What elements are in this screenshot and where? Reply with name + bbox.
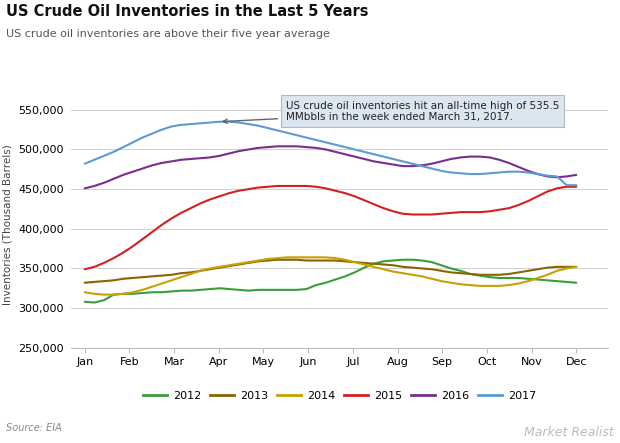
2012	[418, 258, 426, 263]
2016	[544, 174, 551, 179]
2015	[389, 209, 397, 214]
2012	[264, 287, 272, 292]
2017	[120, 144, 127, 150]
Line: 2014: 2014	[85, 257, 577, 295]
2012	[322, 280, 329, 285]
2012	[351, 270, 358, 275]
2016	[322, 147, 329, 152]
2017	[573, 183, 580, 188]
2017	[389, 156, 397, 162]
2015	[81, 267, 89, 272]
2016	[409, 163, 416, 169]
Line: 2013: 2013	[85, 260, 577, 283]
2015	[573, 184, 580, 190]
Text: US crude oil inventories are above their five year average: US crude oil inventories are above their…	[6, 29, 330, 39]
2017	[409, 161, 416, 167]
2014	[573, 264, 580, 269]
2013	[254, 259, 262, 264]
Y-axis label: Inventories (Thousand Barrels): Inventories (Thousand Barrels)	[2, 144, 12, 305]
Line: 2015: 2015	[85, 186, 577, 269]
2016	[81, 186, 89, 191]
2016	[389, 162, 397, 167]
2015	[254, 185, 262, 190]
2012	[129, 291, 136, 296]
2012	[399, 257, 407, 262]
2017	[322, 140, 329, 145]
2012	[389, 258, 397, 263]
2014	[100, 292, 108, 297]
2013	[409, 265, 416, 270]
2013	[573, 264, 580, 269]
2013	[544, 265, 551, 270]
2017	[264, 125, 272, 131]
2014	[332, 256, 339, 261]
Text: Market Realist: Market Realist	[524, 426, 614, 439]
2016	[120, 172, 127, 178]
2012	[91, 300, 98, 305]
2013	[81, 280, 89, 285]
Line: 2012: 2012	[85, 260, 577, 303]
Line: 2016: 2016	[85, 146, 577, 188]
Text: US crude oil inventories hit an all-time high of 535.5
MMbbls in the week ended : US crude oil inventories hit an all-time…	[223, 101, 559, 123]
2014	[129, 290, 136, 295]
2014	[418, 274, 426, 279]
2012	[81, 299, 89, 304]
2015	[409, 212, 416, 217]
Legend: 2012, 2013, 2014, 2015, 2016, 2017: 2012, 2013, 2014, 2015, 2016, 2017	[138, 386, 541, 405]
2014	[399, 271, 407, 276]
2015	[544, 189, 551, 194]
2013	[389, 263, 397, 268]
2017	[563, 183, 570, 188]
2015	[120, 250, 127, 255]
2014	[264, 256, 272, 261]
Text: US Crude Oil Inventories in the Last 5 Years: US Crude Oil Inventories in the Last 5 Y…	[6, 4, 369, 19]
2015	[274, 183, 281, 189]
2017	[351, 147, 358, 152]
2016	[573, 172, 580, 178]
2016	[254, 145, 262, 151]
2016	[274, 144, 281, 149]
2014	[360, 262, 368, 267]
2014	[81, 290, 89, 295]
2013	[274, 257, 281, 262]
2013	[322, 258, 329, 263]
Text: Source: EIA: Source: EIA	[6, 423, 62, 433]
2012	[573, 280, 580, 285]
2013	[120, 276, 127, 281]
2017	[81, 161, 89, 167]
Line: 2017: 2017	[85, 122, 577, 185]
2014	[283, 255, 291, 260]
2015	[322, 186, 329, 191]
2017	[216, 119, 223, 124]
